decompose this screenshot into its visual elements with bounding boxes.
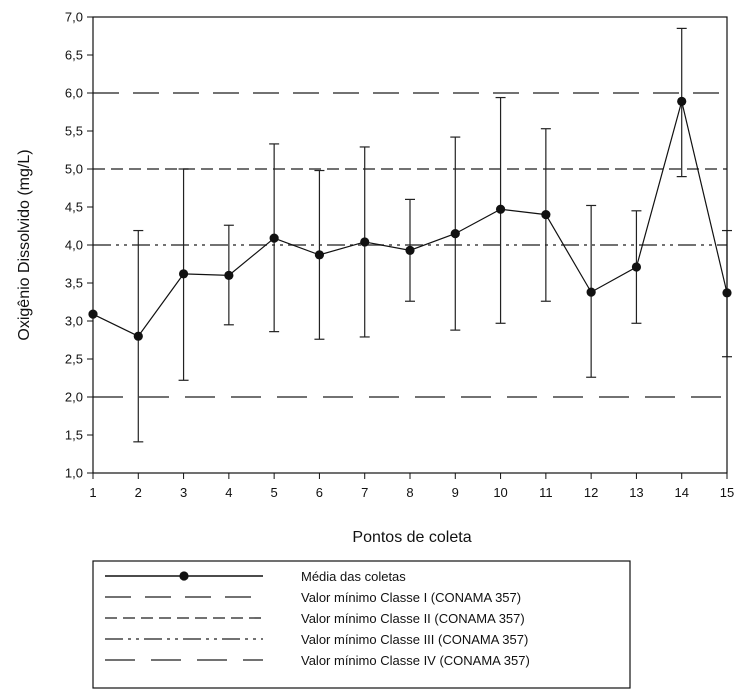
legend-item-label: Média das coletas	[301, 569, 406, 584]
data-point	[178, 269, 189, 279]
x-tick-label: 6	[316, 485, 323, 500]
axes-layer: 1,0 1,5 2,0 2,5 3,0 3,5 4,0 4,5 5,0 5,5 6,0 6,5 7,0 1…	[65, 10, 734, 501]
x-tick-label: 14	[674, 485, 688, 500]
x-tick-label: 2	[135, 485, 142, 500]
legend-item-label: Valor mínimo Classe II (CONAMA 357)	[301, 611, 525, 626]
y-tick-label: 5,5	[65, 124, 83, 139]
legend: Média das coletas Valor mínimo Classe I (…	[92, 560, 631, 689]
data-point	[631, 262, 642, 272]
x-tick-label: 12	[584, 485, 598, 500]
y-tick-label: 2,0	[65, 390, 83, 405]
y-tick-label: 1,0	[65, 466, 83, 481]
x-tick-label: 5	[271, 485, 278, 500]
x-tick-label: 8	[406, 485, 413, 500]
legend-item-label: Valor mínimo Classe I (CONAMA 357)	[301, 590, 521, 605]
legend-item-label: Valor mínimo Classe IV (CONAMA 357)	[301, 653, 530, 668]
y-tick-label: 6,0	[65, 86, 83, 101]
legend-box	[92, 560, 631, 689]
data-point	[586, 287, 596, 297]
y-tick-label: 1,5	[65, 428, 83, 443]
data-point	[360, 237, 370, 247]
data-point	[495, 204, 506, 214]
legend-marker-swatch	[179, 571, 189, 581]
error-bars-layer	[133, 27, 732, 443]
x-tick-label: 9	[452, 485, 459, 500]
y-tick-label: 5,0	[65, 162, 83, 177]
x-tick-label: 7	[361, 485, 368, 500]
x-axis-label: Pontos de coleta	[352, 529, 471, 546]
y-tick-label: 3,0	[65, 314, 83, 329]
y-tick-label: 3,5	[65, 276, 83, 291]
data-point	[405, 245, 415, 255]
y-tick-label: 4,5	[65, 200, 83, 215]
data-point	[450, 229, 460, 239]
x-tick-label: 10	[493, 485, 507, 500]
y-tick-label: 2,5	[65, 352, 83, 367]
y-axis-label: Oxigênio Dissolvido (mg/L)	[16, 149, 33, 340]
x-tick-label: 13	[629, 485, 643, 500]
x-tick-label: 4	[225, 485, 232, 500]
y-tick-label: 7,0	[65, 10, 83, 25]
legend-item-label: Valor mínimo Classe III (CONAMA 357)	[301, 632, 528, 647]
data-point	[541, 210, 551, 220]
data-point	[677, 96, 687, 106]
x-tick-label: 3	[180, 485, 187, 500]
data-point	[314, 250, 325, 260]
data-point	[224, 270, 234, 280]
x-tick-label: 15	[720, 485, 734, 500]
y-tick-label: 6,5	[65, 48, 83, 63]
x-tick-label: 11	[539, 485, 553, 500]
y-tick-label: 4,0	[65, 238, 83, 253]
x-tick-label: 1	[89, 485, 96, 500]
data-point	[133, 331, 143, 341]
data-point	[269, 233, 279, 243]
series-layer	[88, 96, 732, 341]
